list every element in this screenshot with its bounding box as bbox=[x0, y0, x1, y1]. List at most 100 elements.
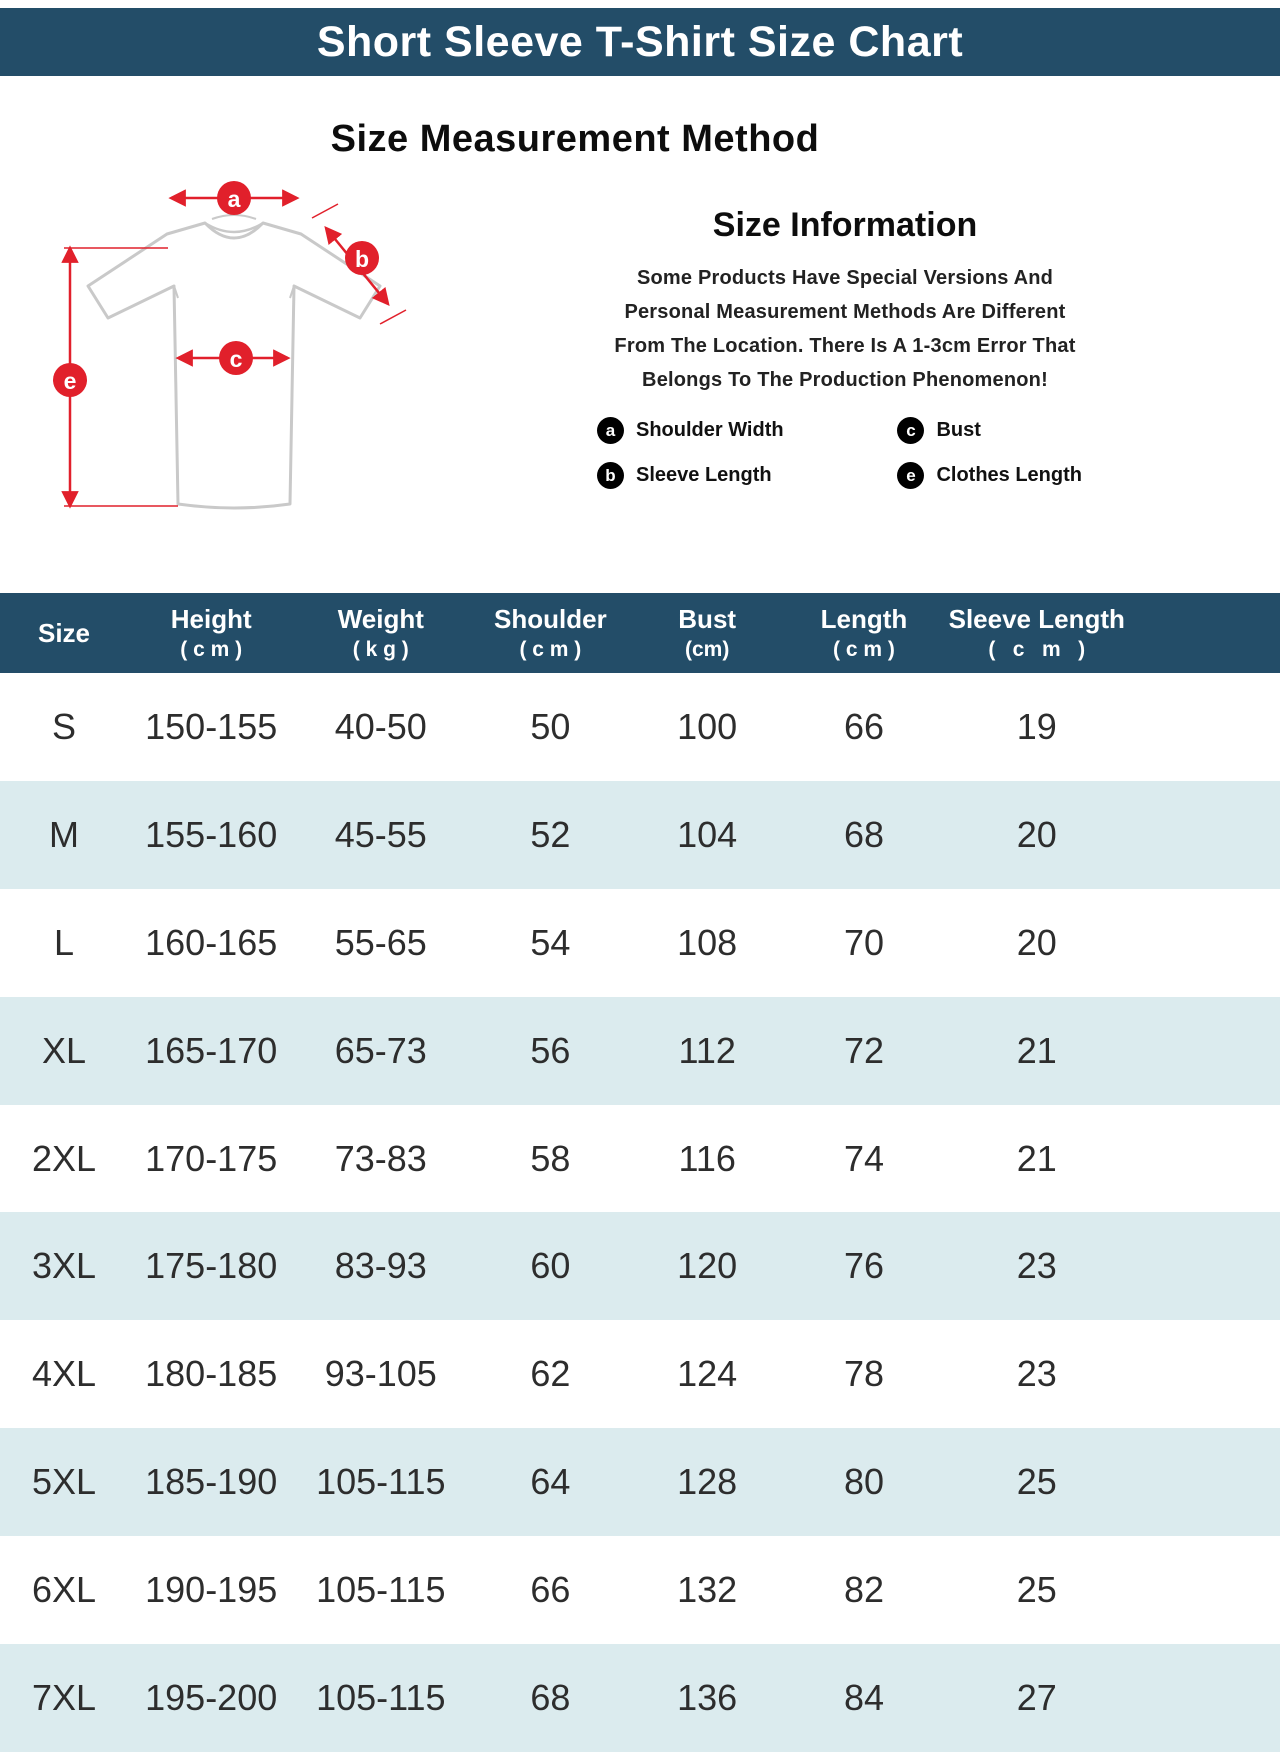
info-text-line: From The Location. There Is A 1-3cm Erro… bbox=[614, 335, 1076, 357]
table-row: L 160-165 55-65 54 108 70 20 bbox=[0, 888, 1280, 997]
info-text-line: Some Products Have Special Versions And bbox=[636, 267, 1054, 289]
table-cell: 100 bbox=[677, 705, 738, 747]
tshirt-measurement-diagram: a b c e bbox=[53, 181, 407, 510]
table-cell: 104 bbox=[677, 813, 738, 855]
table-row: 3XL 175-180 83-93 60 120 76 23 bbox=[0, 1212, 1280, 1321]
table-cell: XL bbox=[41, 1029, 87, 1071]
column-header: Length( c m ) bbox=[820, 604, 908, 661]
table-row: S 150-155 40-50 50 100 66 19 bbox=[0, 673, 1280, 781]
table-cell: 195-200 bbox=[145, 1676, 278, 1718]
table-cell: L bbox=[53, 921, 75, 963]
table-cell: 25 bbox=[1016, 1569, 1057, 1611]
column-header: Sleeve Length( c m ) bbox=[948, 604, 1125, 661]
legend-a-icon: a bbox=[597, 417, 624, 444]
table-cell: 150-155 bbox=[145, 705, 278, 747]
table-cell: 6XL bbox=[31, 1569, 97, 1611]
table-cell: 74 bbox=[843, 1137, 884, 1179]
table-cell: 25 bbox=[1016, 1461, 1057, 1503]
legend-c-icon: c bbox=[897, 417, 925, 444]
marker-a: a bbox=[217, 181, 251, 215]
table-cell: M bbox=[49, 813, 79, 855]
table-cell: 60 bbox=[530, 1245, 571, 1287]
table-cell: 78 bbox=[843, 1353, 884, 1395]
legend-e-icon: e bbox=[897, 462, 925, 489]
table-cell: 20 bbox=[1016, 813, 1057, 855]
table-cell: 72 bbox=[843, 1029, 884, 1071]
table-cell: 165-170 bbox=[145, 1029, 278, 1071]
table-cell: 20 bbox=[1016, 921, 1057, 963]
size-information-title: Size Information bbox=[712, 206, 978, 244]
column-header: Shoulder( c m ) bbox=[494, 604, 607, 661]
table-row: 5XL 185-190 105-115 64 128 80 25 bbox=[0, 1428, 1280, 1537]
table-cell: 21 bbox=[1016, 1029, 1057, 1071]
svg-text:e: e bbox=[64, 368, 77, 394]
table-cell: 170-175 bbox=[145, 1137, 278, 1179]
table-cell: 19 bbox=[1016, 705, 1057, 747]
info-text-line: Personal Measurement Methods Are Differe… bbox=[624, 301, 1066, 323]
measurement-method-title: Size Measurement Method bbox=[330, 118, 820, 160]
title-bar: Short Sleeve T-Shirt Size Chart bbox=[0, 8, 1280, 76]
table-cell: 124 bbox=[677, 1353, 738, 1395]
table-cell: 185-190 bbox=[145, 1461, 278, 1503]
marker-c: c bbox=[219, 341, 253, 375]
legend-label: Clothes Length bbox=[936, 464, 1082, 486]
table-cell: 55-65 bbox=[334, 921, 427, 963]
legend-item-shoulder-width: a Shoulder Width bbox=[597, 417, 897, 444]
table-cell: 105-115 bbox=[316, 1461, 446, 1503]
table-cell: 160-165 bbox=[145, 921, 278, 963]
table-cell: 175-180 bbox=[145, 1245, 278, 1287]
legend-label: Bust bbox=[936, 419, 981, 441]
svg-text:a: a bbox=[228, 186, 241, 212]
legend-b-icon: b bbox=[597, 462, 624, 489]
table-row: 2XL 170-175 73-83 58 116 74 21 bbox=[0, 1104, 1280, 1213]
table-cell: 2XL bbox=[31, 1137, 97, 1179]
table-cell: 116 bbox=[678, 1137, 736, 1179]
legend-label: Sleeve Length bbox=[636, 464, 772, 486]
table-cell: 50 bbox=[530, 705, 571, 747]
legend-item-sleeve-length: b Sleeve Length bbox=[597, 462, 897, 489]
info-text-line: Belongs To The Production Phenomenon! bbox=[642, 369, 1048, 391]
table-cell: 105-115 bbox=[316, 1676, 446, 1718]
column-header: Size bbox=[37, 617, 91, 648]
table-cell: 128 bbox=[677, 1461, 738, 1503]
size-information-panel: Size Information Some Products Have Spec… bbox=[575, 206, 1115, 489]
table-cell: 108 bbox=[677, 921, 738, 963]
table-row: M 155-160 45-55 52 104 68 20 bbox=[0, 780, 1280, 889]
table-cell: 93-105 bbox=[324, 1353, 437, 1395]
table-cell: 65-73 bbox=[334, 1029, 427, 1071]
marker-b: b bbox=[345, 241, 379, 275]
table-row: 4XL 180-185 93-105 62 124 78 23 bbox=[0, 1320, 1280, 1429]
table-cell: 45-55 bbox=[334, 813, 427, 855]
table-header-row: Size Height( c m ) Weight( k g ) Shoulder( … bbox=[0, 593, 1280, 673]
table-cell: 23 bbox=[1016, 1245, 1057, 1287]
table-cell: 7XL bbox=[31, 1676, 97, 1718]
legend-item-bust: c Bust bbox=[897, 417, 1115, 444]
table-cell: 64 bbox=[530, 1461, 571, 1503]
size-table: Size Height( c m ) Weight( k g ) Shoulder( … bbox=[0, 593, 1280, 1752]
column-header: Weight( k g ) bbox=[337, 604, 424, 661]
table-cell: 76 bbox=[843, 1245, 884, 1287]
table-body: S 150-155 40-50 50 100 66 19 M 155-160 45-55 52 104… bbox=[0, 673, 1280, 1752]
page-title: Short Sleeve T-Shirt Size Chart bbox=[316, 17, 964, 66]
table-cell: 190-195 bbox=[145, 1569, 278, 1611]
table-cell: 82 bbox=[843, 1569, 884, 1611]
table-row: XL 165-170 65-73 56 112 72 21 bbox=[0, 996, 1280, 1105]
table-cell: S bbox=[51, 705, 76, 747]
table-cell: 80 bbox=[843, 1461, 884, 1503]
table-cell: 27 bbox=[1016, 1676, 1057, 1718]
table-cell: 73-83 bbox=[334, 1137, 427, 1179]
table-cell: 70 bbox=[843, 921, 884, 963]
table-cell: 21 bbox=[1016, 1137, 1057, 1179]
table-cell: 4XL bbox=[31, 1353, 97, 1395]
svg-text:b: b bbox=[355, 246, 369, 272]
column-header: Bust (cm) bbox=[678, 604, 737, 661]
table-cell: 66 bbox=[843, 705, 884, 747]
table-cell: 52 bbox=[530, 813, 571, 855]
table-cell: 5XL bbox=[31, 1461, 97, 1503]
table-cell: 68 bbox=[843, 813, 884, 855]
table-row: 6XL 190-195 105-115 66 132 82 25 bbox=[0, 1536, 1280, 1645]
table-cell: 112 bbox=[678, 1029, 736, 1071]
marker-e: e bbox=[53, 363, 87, 397]
table-cell: 40-50 bbox=[334, 705, 427, 747]
